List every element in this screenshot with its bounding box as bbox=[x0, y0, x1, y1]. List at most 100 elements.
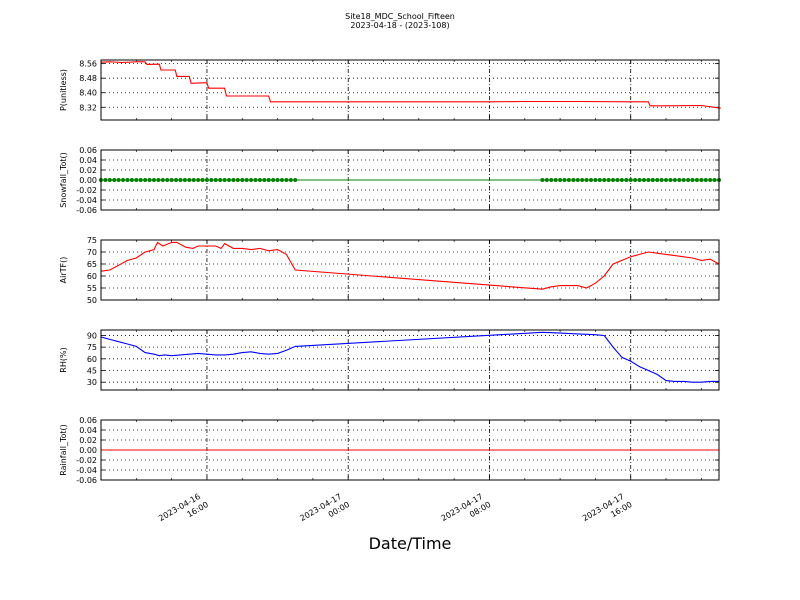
data-point bbox=[151, 178, 156, 182]
data-point bbox=[116, 178, 121, 182]
data-point bbox=[129, 178, 134, 182]
y-tick-label: -0.02 bbox=[76, 186, 97, 195]
data-point bbox=[615, 178, 620, 182]
data-point bbox=[672, 178, 677, 182]
data-point bbox=[646, 178, 651, 182]
data-point bbox=[703, 178, 708, 182]
data-point bbox=[681, 178, 686, 182]
data-point bbox=[566, 178, 571, 182]
y-tick-label: 0.06 bbox=[79, 146, 97, 155]
y-tick-label: 0.00 bbox=[79, 446, 97, 455]
data-point bbox=[633, 178, 638, 182]
y-axis-label: Snowfall_Tot() bbox=[59, 152, 68, 208]
data-point bbox=[575, 178, 580, 182]
data-point bbox=[668, 178, 673, 182]
data-point bbox=[664, 178, 669, 182]
data-point bbox=[222, 178, 227, 182]
data-point bbox=[240, 178, 245, 182]
y-tick-label: -0.02 bbox=[76, 456, 97, 465]
panel-5: 0.060.040.020.00-0.02-0.04-0.06 Rainfall_… bbox=[59, 416, 720, 485]
y-axis-label: Rainfall_Tot() bbox=[59, 424, 68, 476]
data-point bbox=[134, 178, 139, 182]
y-tick-label: 60 bbox=[87, 355, 97, 364]
x-axis-label: Date/Time bbox=[368, 534, 452, 553]
y-tick-label: 0.02 bbox=[79, 166, 97, 175]
y-tick-label: 75 bbox=[87, 236, 97, 245]
series-line bbox=[100, 61, 721, 109]
data-point bbox=[571, 178, 576, 182]
y-tick-label: -0.06 bbox=[76, 476, 97, 485]
data-point bbox=[544, 178, 549, 182]
data-point bbox=[624, 178, 629, 182]
data-point bbox=[708, 178, 713, 182]
data-point bbox=[182, 178, 187, 182]
data-point bbox=[218, 178, 223, 182]
y-tick-label: 90 bbox=[87, 331, 97, 340]
y-tick-label: 0.04 bbox=[79, 156, 97, 165]
y-tick-label: 30 bbox=[87, 378, 97, 387]
chart-subtitle: 2023-04-18 - (2023-108) bbox=[350, 21, 450, 30]
data-point bbox=[712, 178, 717, 182]
data-point bbox=[293, 178, 298, 182]
data-point bbox=[690, 178, 695, 182]
y-axis-label: P(unitless) bbox=[59, 69, 68, 111]
data-point bbox=[103, 178, 108, 182]
panel-2: 0.060.040.020.00-0.02-0.04-0.06 Snowfall_… bbox=[59, 146, 721, 215]
data-point bbox=[593, 178, 598, 182]
y-tick-label: 0.06 bbox=[79, 416, 97, 425]
data-point bbox=[540, 178, 545, 182]
data-point bbox=[659, 178, 664, 182]
axes-frame bbox=[100, 239, 720, 301]
chart-title: Site18_MDC_School_Fifteen bbox=[345, 12, 455, 21]
axes-frame bbox=[100, 419, 720, 481]
data-point bbox=[174, 178, 179, 182]
data-point bbox=[611, 178, 616, 182]
data-point bbox=[169, 178, 174, 182]
y-tick-label: 8.40 bbox=[79, 89, 97, 98]
y-tick-label: -0.06 bbox=[76, 206, 97, 215]
data-point bbox=[628, 178, 633, 182]
data-point bbox=[191, 178, 196, 182]
data-point bbox=[200, 178, 205, 182]
data-point bbox=[650, 178, 655, 182]
data-point bbox=[266, 178, 271, 182]
y-tick-label: 0.04 bbox=[79, 426, 97, 435]
data-point bbox=[588, 178, 593, 182]
data-point bbox=[253, 178, 258, 182]
data-point bbox=[231, 178, 236, 182]
y-tick-label: 65 bbox=[87, 260, 97, 269]
data-point bbox=[112, 178, 117, 182]
y-tick-label: 8.56 bbox=[79, 60, 97, 69]
data-point bbox=[121, 178, 126, 182]
data-point bbox=[686, 178, 691, 182]
data-point bbox=[619, 178, 624, 182]
data-point bbox=[288, 178, 293, 182]
y-tick-label: 0.02 bbox=[79, 436, 97, 445]
series-line bbox=[100, 331, 719, 383]
data-point bbox=[584, 178, 589, 182]
data-point bbox=[655, 178, 660, 182]
data-point bbox=[160, 178, 165, 182]
data-point bbox=[580, 178, 585, 182]
data-point bbox=[262, 178, 267, 182]
data-point bbox=[597, 178, 602, 182]
data-point bbox=[143, 178, 148, 182]
data-point bbox=[187, 178, 192, 182]
data-point bbox=[641, 178, 646, 182]
panel-1: 8.56 8.48 8.40 8.32 P(unitless) bbox=[59, 59, 721, 121]
axes-frame bbox=[100, 329, 720, 391]
data-point bbox=[562, 178, 567, 182]
y-axis-label: AirTF() bbox=[59, 257, 68, 284]
data-point bbox=[549, 178, 554, 182]
panel-4: 90 75 60 45 30 RH(%) bbox=[59, 329, 720, 391]
y-tick-label: 50 bbox=[87, 296, 97, 305]
data-point bbox=[637, 178, 642, 182]
y-tick-label: -0.04 bbox=[76, 196, 97, 205]
data-point bbox=[156, 178, 161, 182]
data-point bbox=[279, 178, 284, 182]
data-point bbox=[227, 178, 232, 182]
data-point bbox=[244, 178, 249, 182]
data-point bbox=[165, 178, 170, 182]
y-tick-label: 60 bbox=[87, 272, 97, 281]
